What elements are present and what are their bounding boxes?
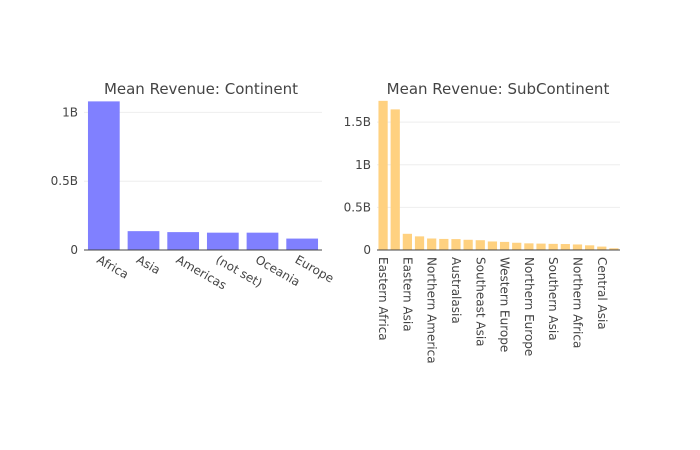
bar <box>402 233 412 250</box>
bar <box>475 240 485 250</box>
y-tick-label: 1B <box>62 105 78 119</box>
x-tick-label: Northern America <box>425 257 439 364</box>
y-tick-label: 1.5B <box>344 115 371 129</box>
bar <box>572 244 583 250</box>
bar <box>512 242 522 250</box>
bar <box>597 246 607 250</box>
x-tick-label: Australasia <box>449 257 463 324</box>
bar <box>536 243 546 250</box>
x-tick-label: Africa <box>94 252 131 281</box>
bar <box>390 109 400 250</box>
bar <box>127 231 160 250</box>
x-tick-label: Northern Europe <box>522 257 536 356</box>
y-tick-label: 1B <box>355 158 371 172</box>
subplot-2: 0 0.5B 1B 1.5B Eastern Africa Eastern Asia Nor… <box>344 80 620 364</box>
bar <box>585 245 595 250</box>
bar <box>487 241 498 250</box>
x-tick-label: Asia <box>134 252 163 277</box>
bar <box>439 238 449 250</box>
x-tick-label: Northern Africa <box>570 257 584 348</box>
y-tick-label: 0.5B <box>51 174 78 188</box>
bar <box>167 232 200 250</box>
x-tick-label: Central Asia <box>595 257 609 330</box>
bar <box>560 244 570 250</box>
y-tick-label: 0.5B <box>344 200 371 214</box>
bar <box>427 238 437 250</box>
x-tick-label: Western Europe <box>498 257 512 352</box>
bar <box>499 241 510 250</box>
bar <box>206 232 239 250</box>
bar <box>609 248 619 250</box>
chart-title: Mean Revenue: Continent <box>104 80 298 98</box>
bar <box>286 238 319 250</box>
x-tick-label: Eastern Asia <box>400 257 414 332</box>
bar <box>246 232 279 250</box>
bar <box>378 100 388 251</box>
bar <box>414 236 425 250</box>
bar <box>451 239 461 250</box>
bar <box>463 239 473 250</box>
x-tick-label: Southern Asia <box>546 257 560 341</box>
y-tick-label: 0 <box>363 243 371 257</box>
x-tick-label: Eastern Africa <box>376 257 390 341</box>
bar <box>548 243 558 250</box>
bar <box>87 101 120 250</box>
bar <box>524 243 534 250</box>
y-tick-label: 0 <box>70 243 78 257</box>
x-tick-label: Southeast Asia <box>473 257 487 347</box>
chart-title: Mean Revenue: SubContinent <box>387 80 610 98</box>
